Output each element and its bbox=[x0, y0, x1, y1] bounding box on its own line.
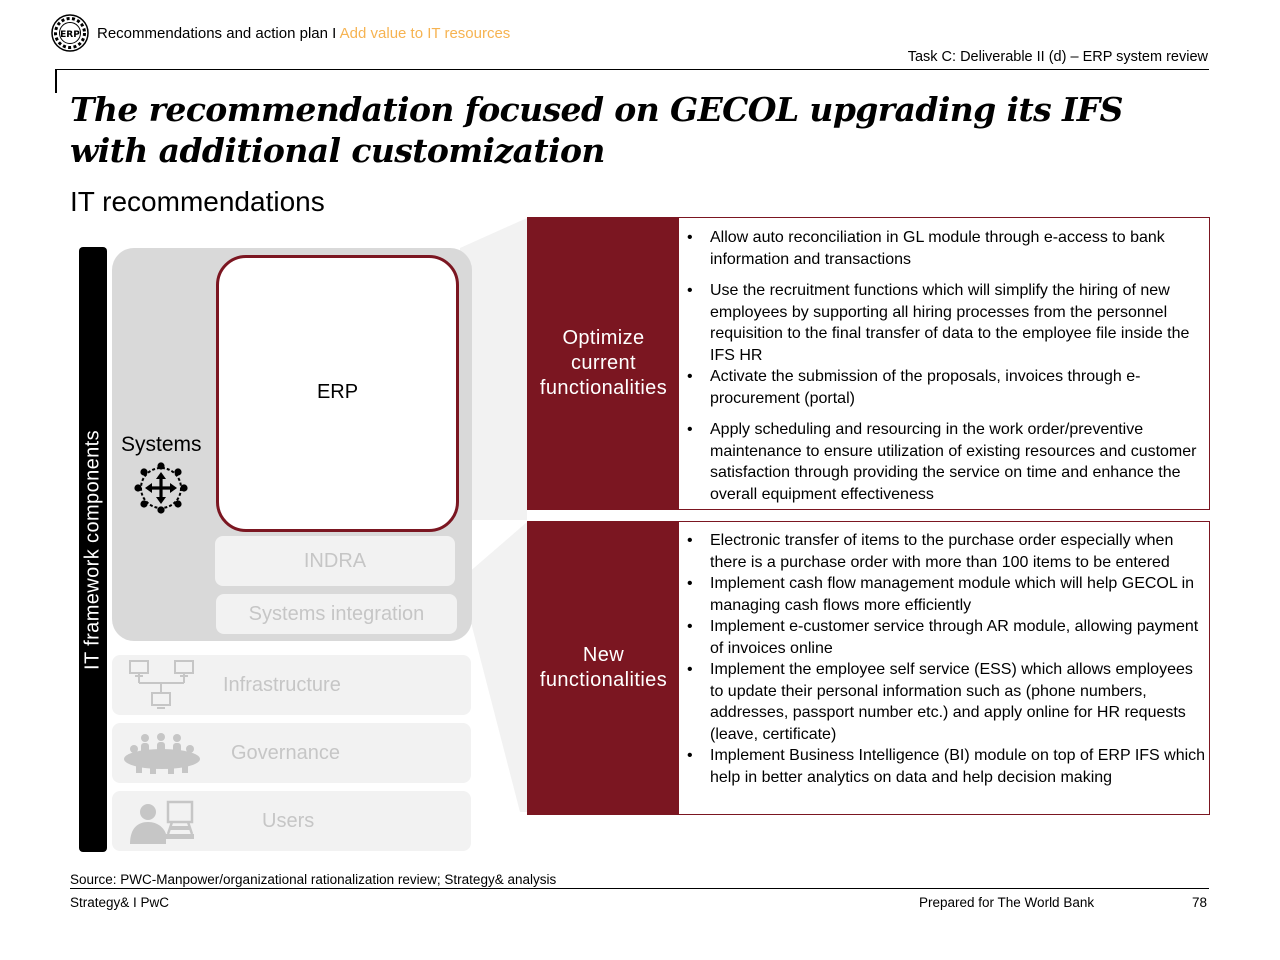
page-title: The recommendation focused on GECOL upgr… bbox=[70, 90, 1123, 170]
list-item: Use the recruitment functions which will… bbox=[687, 280, 1209, 366]
header-rule bbox=[55, 69, 1209, 70]
list-item: Electronic transfer of items to the purc… bbox=[687, 530, 1209, 573]
indra-box: INDRA bbox=[215, 536, 455, 586]
footer-brand: Strategy& I PwC bbox=[70, 895, 170, 910]
list-item: Implement e-customer service through AR … bbox=[687, 616, 1209, 659]
list-item: Implement cash flow management module wh… bbox=[687, 573, 1209, 616]
user-laptop-icon bbox=[128, 798, 196, 851]
erp-logo-icon: ERP bbox=[51, 14, 89, 52]
governance-label: Governance bbox=[231, 742, 340, 764]
list-item: Apply scheduling and resourcing in the w… bbox=[687, 419, 1209, 505]
list-item: Activate the submission of the proposals… bbox=[687, 366, 1209, 409]
footer-rule bbox=[70, 888, 1209, 889]
list-item: Implement Business Intelligence (BI) mod… bbox=[687, 745, 1209, 788]
header-tick bbox=[55, 69, 57, 93]
list-item: Implement the employee self service (ESS… bbox=[687, 659, 1209, 745]
new-functionalities-panel: New functionalities Electronic transfer … bbox=[527, 521, 1210, 815]
infrastructure-label: Infrastructure bbox=[223, 674, 341, 696]
infrastructure-layer bbox=[112, 655, 471, 715]
optimize-functionalities-panel: Optimize current functionalities Allow a… bbox=[527, 217, 1210, 510]
systems-integration-label: Systems integration bbox=[248, 602, 425, 625]
erp-label: ERP bbox=[316, 381, 359, 403]
footer-prepared-for: Prepared for The World Bank bbox=[919, 895, 1095, 910]
new-functionalities-heading: New functionalities bbox=[528, 522, 679, 814]
erp-box bbox=[216, 255, 459, 532]
breadcrumb: Recommendations and action plan I Add va… bbox=[97, 25, 510, 42]
optimize-functionalities-heading: Optimize current functionalities bbox=[528, 218, 679, 509]
task-label: Task C: Deliverable II (d) – ERP system … bbox=[907, 49, 1208, 65]
list-item: Allow auto reconciliation in GL module t… bbox=[687, 227, 1209, 270]
framework-vertical-bar bbox=[79, 247, 107, 852]
new-functionalities-list: Electronic transfer of items to the purc… bbox=[679, 530, 1209, 788]
source-note: Source: PWC-Manpower/organizational rati… bbox=[70, 872, 557, 887]
systems-label: Systems bbox=[121, 433, 202, 456]
systems-integration-box: Systems integration bbox=[216, 594, 457, 634]
framework-vertical-label: IT framework components bbox=[81, 429, 104, 671]
page-subtitle: IT recommendations bbox=[70, 186, 325, 217]
optimize-functionalities-list: Allow auto reconciliation in GL module t… bbox=[679, 227, 1209, 505]
breadcrumb-main: Recommendations and action plan I bbox=[97, 25, 340, 42]
page-number: 78 bbox=[1192, 895, 1208, 910]
users-label: Users bbox=[262, 810, 315, 832]
breadcrumb-accent: Add value to IT resources bbox=[339, 25, 511, 42]
indra-label: INDRA bbox=[303, 549, 367, 572]
people-group-icon bbox=[122, 731, 202, 780]
network-computers-icon bbox=[127, 659, 197, 716]
logo-text: ERP bbox=[60, 30, 80, 40]
network-arrows-icon bbox=[133, 461, 189, 515]
